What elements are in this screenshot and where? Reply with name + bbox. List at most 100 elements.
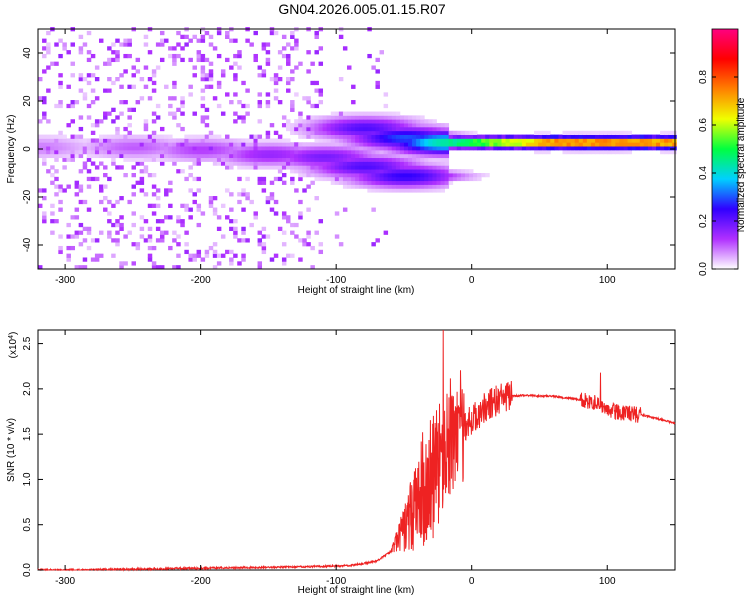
spectrogram-cell — [50, 203, 55, 208]
spectrogram-cell — [159, 146, 165, 151]
spectrogram-cell — [74, 149, 80, 155]
spectrogram-cell — [436, 188, 441, 193]
spectrogram-cell — [147, 138, 153, 143]
spectrogram-cell — [115, 242, 120, 247]
spectrogram-cell — [387, 176, 393, 182]
spectrogram-cell — [391, 188, 397, 193]
spectrogram-cell — [355, 165, 360, 170]
spectrogram-cell — [273, 80, 279, 86]
spectrogram-cell — [86, 80, 92, 86]
spectrogram-cell — [294, 149, 299, 155]
spectrogram-cell — [428, 157, 433, 162]
spectrogram-x-tick-label: -300 — [55, 275, 75, 286]
spectrogram-cell — [310, 165, 315, 170]
spectrogram-cell — [38, 265, 43, 270]
spectrogram-cell — [131, 184, 136, 189]
spectrogram-cell — [582, 146, 588, 151]
spectrogram-cell — [395, 169, 401, 174]
spectrogram-cell — [103, 153, 108, 159]
spectrogram-cell — [505, 134, 511, 139]
spectrogram-cell — [168, 138, 173, 143]
spectrogram-cell — [172, 80, 177, 86]
spectrogram-cell — [379, 180, 385, 185]
spectrogram-cell — [318, 153, 324, 159]
spectrogram-cell — [180, 96, 185, 101]
spectrogram-cell — [245, 161, 250, 166]
spectrogram-cell — [363, 176, 368, 182]
spectrogram-cell — [54, 176, 59, 182]
spectrogram-cell — [237, 115, 242, 120]
spectrogram-cell — [318, 100, 324, 105]
spectrogram-cell — [66, 257, 71, 262]
spectrogram-cell — [229, 146, 234, 151]
spectrogram-cell — [131, 222, 136, 228]
spectrogram-cell — [529, 142, 535, 147]
spectrogram-cell — [424, 180, 429, 185]
spectrogram-cell — [216, 261, 222, 266]
spectrogram-cell — [310, 157, 315, 162]
spectrogram-cell — [90, 146, 96, 151]
spectrogram-cell — [180, 57, 185, 63]
spectrogram-cell — [359, 138, 364, 143]
spectrogram-cell — [273, 73, 279, 78]
spectrogram-cell — [286, 157, 291, 162]
spectrogram-cell — [233, 157, 238, 162]
spectrogram-cell — [151, 261, 157, 266]
spectrogram-cell — [477, 146, 482, 151]
spectrogram-cell — [265, 57, 271, 63]
spectrogram-cell — [623, 130, 628, 135]
spectrogram-cell — [428, 142, 433, 147]
spectrogram-cell — [42, 157, 47, 162]
spectrogram-cell — [139, 176, 145, 182]
spectrogram-cell — [290, 103, 295, 109]
spectrogram-cell — [310, 103, 315, 109]
spectrogram-cell — [172, 115, 177, 120]
spectrogram-cell — [444, 123, 450, 128]
spectrogram-cell — [233, 253, 238, 258]
spectrogram-cell — [408, 138, 413, 143]
spectrogram-cell — [119, 265, 124, 270]
spectrogram-cell — [334, 142, 340, 147]
spectrogram-cell — [347, 176, 352, 182]
spectrogram-cell — [554, 134, 559, 139]
spectrogram-cell — [607, 142, 612, 147]
spectrogram-cell — [342, 126, 348, 132]
spectrogram-cell — [436, 180, 441, 185]
spectrogram-cell — [188, 84, 193, 89]
spectrogram-cell — [281, 149, 287, 155]
spectrogram-cell — [355, 130, 360, 135]
spectrogram-cell — [159, 234, 165, 239]
spectrogram-cell — [538, 149, 543, 155]
spectrogram-cell — [245, 165, 250, 170]
spectrogram-cell — [387, 149, 393, 155]
spectrogram-cell — [82, 257, 88, 262]
spectrogram-cell — [192, 142, 197, 147]
spectrogram-cell — [233, 230, 238, 235]
spectrogram-cell — [367, 111, 372, 116]
spectrogram-x-tick-label: 100 — [599, 275, 616, 286]
spectrogram-cell — [82, 92, 88, 97]
spectrogram-cell — [489, 146, 494, 151]
spectrogram-cell — [127, 53, 132, 59]
spectrogram-cell — [371, 153, 376, 159]
spectrogram-cell — [131, 142, 136, 147]
spectrogram-cell — [619, 138, 624, 143]
spectrogram-cell — [420, 157, 425, 162]
spectrogram-cell — [338, 165, 344, 170]
spectrogram-cell — [176, 53, 181, 59]
spectrogram-cell — [347, 142, 352, 147]
spectrogram-cell — [298, 173, 303, 178]
spectrogram-cell — [196, 146, 202, 151]
spectrogram-cell — [269, 207, 275, 212]
spectrogram-cell — [371, 184, 376, 189]
spectrogram-x-ticks: -300 -200 -100 0 100 — [55, 29, 616, 286]
spectrogram-cell — [355, 180, 360, 185]
spectrogram-cell — [436, 149, 441, 155]
spectrogram-cell — [294, 222, 299, 228]
spectrogram-cell — [286, 80, 291, 86]
spectrogram-cell — [294, 123, 299, 128]
spectrogram-cell — [318, 126, 324, 132]
spectrogram-cell — [107, 199, 112, 205]
spectrogram-cell — [159, 161, 165, 166]
